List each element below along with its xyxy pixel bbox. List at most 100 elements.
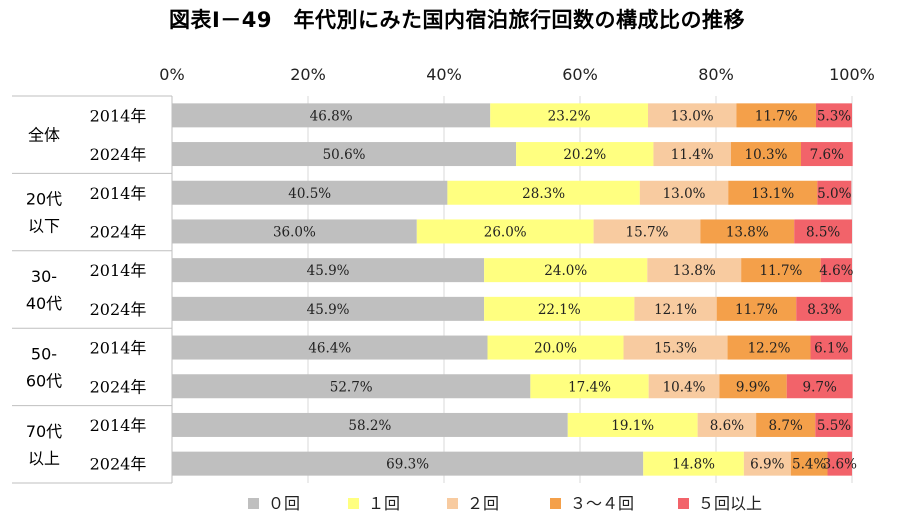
legend-swatch	[550, 498, 561, 509]
data-label: 15.7%	[626, 224, 669, 240]
group-label: 30-	[31, 267, 57, 286]
bar-segment	[741, 258, 821, 283]
legend-swatch	[447, 498, 458, 509]
data-label: 10.3%	[745, 147, 788, 163]
data-label: 15.3%	[654, 341, 697, 357]
data-label: 6.1%	[814, 341, 848, 357]
bar-segment	[490, 103, 648, 128]
data-label: 40.5%	[288, 186, 331, 202]
data-label: 12.1%	[654, 302, 697, 318]
data-label: 45.9%	[307, 263, 350, 279]
bar-segment	[639, 180, 729, 205]
year-label: 2024年	[90, 300, 147, 319]
legend-swatch	[678, 498, 689, 509]
bar-segment	[730, 142, 801, 167]
year-label: 2014年	[90, 261, 147, 280]
data-label: 50.6%	[323, 147, 366, 163]
bar-segment	[827, 451, 852, 476]
data-label: 12.2%	[748, 341, 791, 357]
year-label: 2024年	[90, 222, 147, 241]
bar-segment	[172, 219, 417, 244]
bar-segment	[593, 219, 701, 244]
bar-segment	[516, 142, 654, 167]
bar-segment	[172, 451, 644, 476]
bar-segment	[820, 258, 852, 283]
bar-segment	[172, 296, 485, 321]
data-label: 11.7%	[735, 302, 778, 318]
data-label: 20.2%	[563, 147, 606, 163]
bar-segment	[786, 374, 853, 399]
year-label: 2014年	[90, 106, 147, 125]
data-label: 3.6%	[823, 457, 857, 473]
bar-segment	[801, 142, 853, 167]
bar-segment	[794, 219, 852, 244]
data-label: 13.8%	[726, 224, 769, 240]
year-label: 2024年	[90, 455, 147, 474]
bar-segment	[634, 296, 717, 321]
data-label: 26.0%	[484, 224, 527, 240]
bar-segment	[487, 335, 624, 360]
bar-segment	[727, 335, 811, 360]
bar-segment	[653, 142, 731, 167]
bar-segment	[796, 296, 853, 321]
data-label: 9.7%	[803, 379, 837, 395]
data-label: 11.7%	[759, 263, 802, 279]
bar-segment	[810, 335, 852, 360]
data-label: 6.9%	[750, 457, 784, 473]
x-tick-label: 80%	[698, 65, 734, 84]
bar-segment	[728, 180, 818, 205]
data-label: 36.0%	[273, 224, 316, 240]
data-label: 46.4%	[308, 341, 351, 357]
bar-segment	[172, 258, 485, 283]
legend-label: １回	[368, 494, 400, 513]
data-label: 5.5%	[817, 418, 851, 434]
data-label: 8.5%	[806, 224, 840, 240]
data-label: 23.2%	[548, 108, 591, 124]
bar-segment	[172, 335, 488, 360]
group-label: 20代	[26, 190, 62, 209]
bar-segment	[716, 296, 797, 321]
group-label: 以下	[28, 217, 60, 236]
data-label: 5.0%	[817, 186, 851, 202]
data-label: 8.7%	[769, 418, 803, 434]
chart-title: 図表Ⅰ－49 年代別にみた国内宿泊旅行回数の構成比の推移	[168, 8, 746, 32]
data-label: 4.6%	[819, 263, 853, 279]
bar-segment	[172, 103, 491, 128]
legend-label: ３～４回	[570, 494, 634, 513]
bar-segment	[172, 180, 448, 205]
bar-segment	[416, 219, 594, 244]
year-label: 2024年	[90, 377, 147, 396]
data-label: 5.4%	[792, 457, 826, 473]
year-label: 2014年	[90, 416, 147, 435]
bar-segment	[172, 374, 531, 399]
data-label: 9.9%	[736, 379, 770, 395]
data-label: 8.3%	[807, 302, 841, 318]
bar-segment	[700, 219, 795, 244]
data-label: 28.3%	[522, 186, 565, 202]
x-tick-label: 100%	[829, 65, 875, 84]
legend-swatch	[248, 498, 259, 509]
legend-label: ２回	[467, 494, 499, 513]
group-label: 70代	[26, 422, 62, 441]
x-tick-label: 40%	[426, 65, 462, 84]
bar-segment	[567, 412, 698, 437]
data-label: 13.0%	[671, 108, 714, 124]
group-label: 以上	[28, 449, 60, 468]
x-tick-label: 0%	[159, 65, 184, 84]
bar-segment	[736, 103, 816, 128]
bar-segment	[172, 142, 517, 167]
bar-segment	[756, 412, 816, 437]
year-label: 2024年	[90, 145, 147, 164]
data-label: 24.0%	[544, 263, 587, 279]
x-tick-label: 60%	[562, 65, 598, 84]
bar-segment	[648, 103, 737, 128]
bar-segment	[172, 412, 568, 437]
group-label: 50-	[31, 344, 57, 363]
data-label: 22.1%	[538, 302, 581, 318]
group-label: 40代	[26, 294, 62, 313]
bar-segment	[815, 412, 853, 437]
legend-label: ０回	[268, 494, 300, 513]
bar-segment	[643, 451, 744, 476]
year-label: 2014年	[90, 339, 147, 358]
